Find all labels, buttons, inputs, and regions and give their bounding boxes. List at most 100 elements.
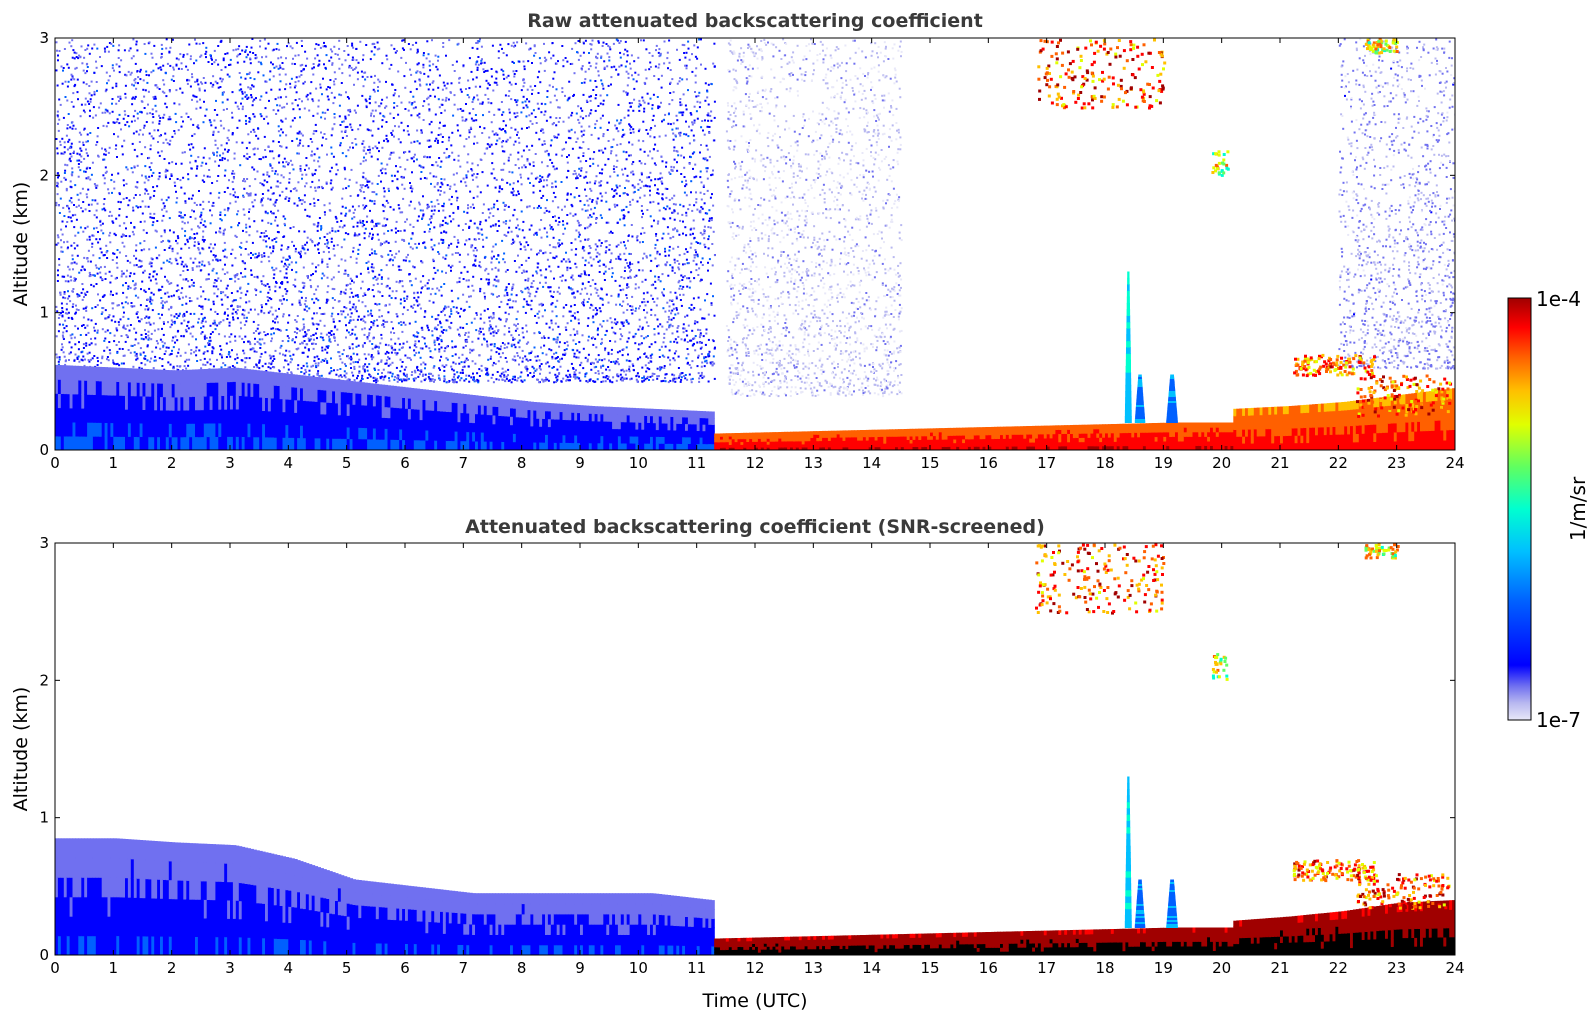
heatmap-pixel [589, 99, 592, 102]
heatmap-pixel [248, 234, 251, 237]
heatmap-pixel [208, 339, 211, 342]
heatmap-pixel [507, 299, 510, 302]
heatmap-pixel [377, 290, 380, 293]
heatmap-pixel [373, 81, 376, 84]
heatmap-pixel [222, 229, 225, 232]
heatmap-pixel [593, 366, 596, 369]
heatmap-pixel [281, 282, 284, 285]
heatmap-pixel [234, 299, 237, 302]
heatmap-pixel [130, 167, 133, 170]
heatmap-pixel [616, 186, 619, 189]
heatmap-pixel [144, 336, 147, 339]
heatmap-pixel [377, 350, 380, 353]
heatmap-pixel [581, 288, 583, 291]
heatmap-pixel [470, 246, 473, 249]
heatmap-pixel [132, 280, 134, 283]
heatmap-pixel [594, 180, 597, 183]
heatmap-pixel [211, 58, 213, 61]
heatmap-pixel [320, 332, 323, 335]
heatmap-pixel [118, 65, 121, 68]
heatmap-pixel [313, 153, 316, 156]
heatmap-pixel [473, 238, 476, 241]
heatmap-pixel [409, 280, 411, 283]
heatmap-pixel [493, 81, 496, 84]
heatmap-pixel [314, 47, 317, 50]
heatmap-pixel [370, 355, 373, 358]
heatmap-pixel [137, 206, 139, 209]
heatmap-pixel [472, 249, 475, 252]
heatmap-pixel [387, 351, 390, 354]
heatmap-pixel [538, 365, 541, 368]
heatmap-pixel [252, 332, 255, 334]
heatmap-pixel [422, 66, 425, 69]
heatmap-pixel [492, 168, 495, 171]
heatmap-pixel [663, 332, 666, 335]
heatmap-pixel [340, 376, 343, 378]
heatmap-pixel [525, 365, 528, 368]
heatmap-pixel [459, 379, 462, 382]
heatmap-pixel [244, 357, 247, 360]
heatmap-pixel [88, 103, 91, 105]
heatmap-pixel [330, 240, 333, 243]
heatmap-pixel [361, 328, 364, 331]
heatmap-pixel [133, 351, 136, 354]
heatmap-pixel [432, 164, 435, 167]
heatmap-pixel [122, 272, 125, 275]
heatmap-pixel [510, 288, 513, 291]
heatmap-pixel [524, 248, 527, 251]
heatmap-pixel [263, 252, 266, 255]
heatmap-pixel [323, 236, 326, 238]
heatmap-pixel [629, 261, 631, 264]
heatmap-pixel [605, 250, 608, 253]
heatmap-pixel [418, 116, 421, 119]
heatmap-pixel [403, 75, 406, 78]
heatmap-pixel [184, 234, 186, 237]
heatmap-pixel [242, 194, 245, 197]
heatmap-pixel [696, 255, 699, 258]
heatmap-pixel [653, 333, 656, 336]
heatmap-pixel [372, 284, 375, 287]
heatmap-pixel [148, 287, 151, 290]
heatmap-pixel [329, 86, 331, 89]
heatmap-pixel [163, 207, 166, 209]
heatmap-pixel [658, 48, 661, 51]
heatmap-pixel [89, 167, 91, 170]
heatmap-pixel [209, 222, 212, 225]
heatmap-pixel [659, 177, 661, 180]
heatmap-pixel [257, 127, 260, 130]
heatmap-pixel [276, 315, 279, 318]
heatmap-pixel [345, 324, 347, 327]
heatmap-pixel [243, 178, 245, 180]
heatmap-pixel [468, 136, 470, 139]
panel-raw-heatmap [55, 38, 1455, 450]
heatmap-pixel [315, 43, 318, 46]
heatmap-pixel [103, 265, 106, 268]
heatmap-pixel [64, 312, 67, 315]
heatmap-pixel [698, 267, 701, 270]
heatmap-pixel [424, 373, 427, 376]
heatmap-pixel [519, 243, 522, 246]
heatmap-pixel [689, 246, 692, 249]
heatmap-pixel [398, 348, 401, 351]
heatmap-pixel [308, 339, 311, 342]
heatmap-pixel [371, 109, 374, 112]
heatmap-pixel [208, 263, 211, 266]
heatmap-pixel [554, 185, 557, 188]
heatmap-pixel [295, 320, 298, 323]
heatmap-pixel [636, 239, 639, 242]
heatmap-pixel [446, 358, 449, 361]
heatmap-pixel [663, 355, 666, 358]
heatmap-pixel [107, 79, 110, 82]
heatmap-pixel [270, 361, 273, 364]
heatmap-pixel [325, 333, 328, 336]
heatmap-pixel [313, 356, 316, 359]
heatmap-pixel [388, 303, 391, 306]
heatmap-pixel [474, 63, 477, 66]
heatmap-pixel [594, 282, 597, 285]
heatmap-pixel [398, 207, 401, 210]
heatmap-pixel [236, 213, 239, 216]
heatmap-pixel [104, 148, 107, 151]
heatmap-pixel [319, 83, 322, 86]
heatmap-pixel [149, 216, 152, 219]
heatmap-pixel [104, 111, 107, 114]
